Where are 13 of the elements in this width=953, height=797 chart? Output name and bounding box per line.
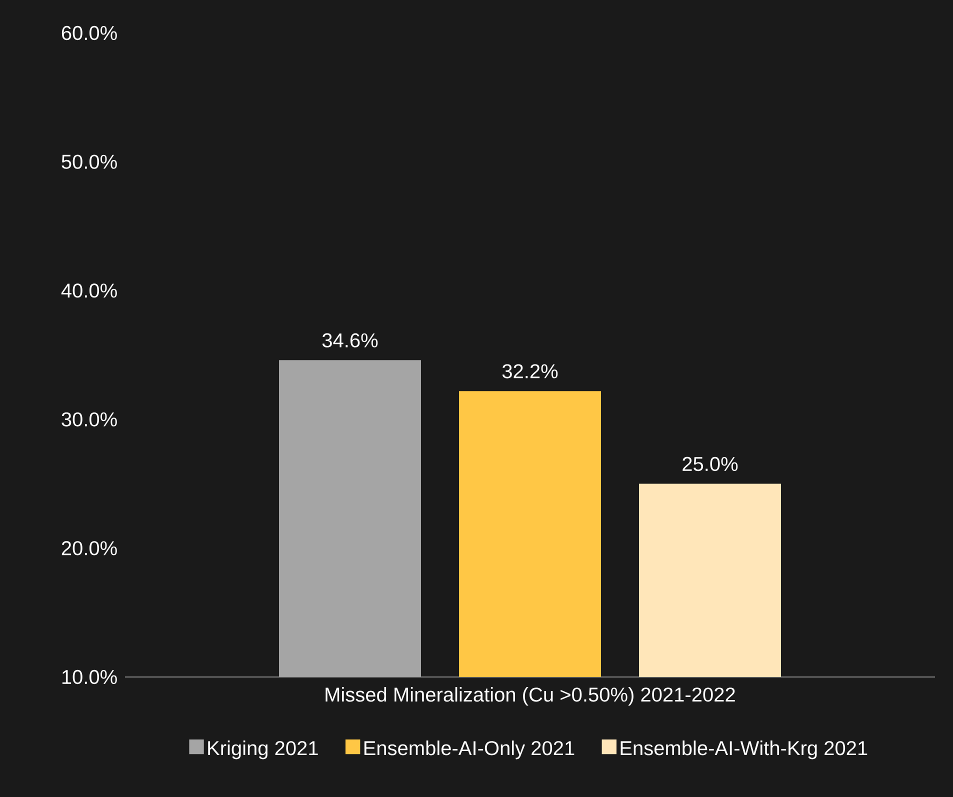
y-tick-label: 10.0% [62, 670, 117, 684]
legend-label: Kriging 2021 [208, 740, 318, 760]
data-label: 34.6% [322, 333, 378, 348]
y-tick-label: 40.0% [61, 284, 117, 298]
y-tick-label: 20.0% [62, 541, 117, 556]
data-label: 32.2% [502, 364, 558, 378]
y-tick-label: 60.0% [62, 26, 117, 40]
legend-label: Ensemble-AI-Only 2021 [364, 740, 574, 760]
x-tick-label: Missed Mineralization (Cu >0.50%) 2021-2022 [326, 687, 735, 706]
y-tick-label: 50.0% [62, 154, 117, 169]
y-tick-label: 30.0% [62, 412, 117, 426]
data-label: 25.0% [682, 456, 738, 472]
legend-label: Ensemble-AI-With-Krg 2021 [620, 740, 868, 760]
